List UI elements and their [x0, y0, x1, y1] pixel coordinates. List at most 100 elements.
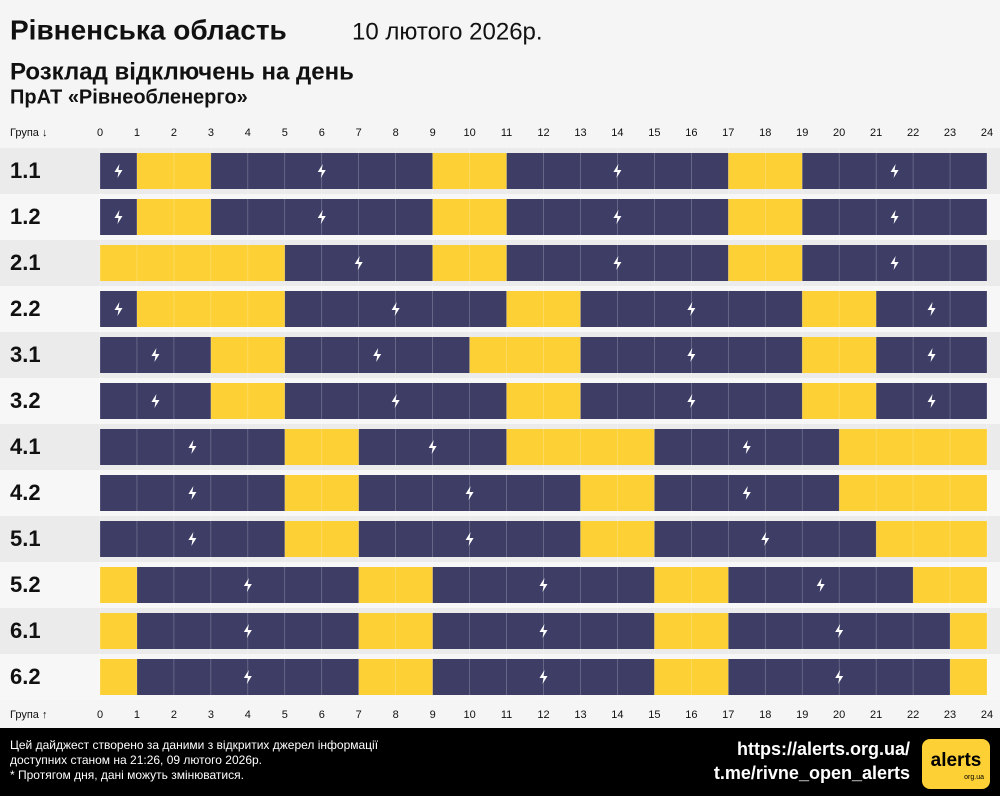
group-label: 2.1 — [10, 250, 41, 275]
axis-label: Група ↓ — [10, 127, 47, 139]
group-label: 5.1 — [10, 526, 41, 551]
x-tick-label: 22 — [907, 127, 919, 139]
x-tick-label: 21 — [870, 127, 882, 139]
x-tick-label: 23 — [944, 127, 956, 139]
x-tick-label: 9 — [430, 127, 436, 139]
on-bar — [100, 337, 987, 373]
off-icon — [114, 302, 123, 316]
x-tick-label: 1 — [134, 127, 140, 139]
x-tick-label: 13 — [574, 709, 586, 721]
off-icon — [613, 164, 622, 178]
off-icon — [188, 532, 197, 546]
group-label: 3.2 — [10, 388, 41, 413]
date: 10 лютого 2026р. — [352, 18, 543, 45]
x-tick-label: 7 — [356, 709, 362, 721]
group-label: 1.1 — [10, 158, 41, 183]
off-icon — [687, 348, 696, 362]
axis-label: Група ↑ — [10, 709, 47, 721]
x-tick-label: 21 — [870, 709, 882, 721]
x-tick-label: 9 — [430, 709, 436, 721]
on-bar — [100, 383, 987, 419]
off-icon — [391, 302, 400, 316]
x-tick-label: 4 — [245, 709, 251, 721]
subtitle: Розклад відключень на день — [10, 58, 354, 85]
off-icon — [742, 486, 751, 500]
logo-bg — [922, 739, 990, 789]
x-tick-label: 5 — [282, 127, 288, 139]
x-tick-label: 22 — [907, 709, 919, 721]
off-icon — [927, 394, 936, 408]
x-tick-label: 12 — [537, 709, 549, 721]
off-icon — [613, 210, 622, 224]
x-tick-label: 6 — [319, 709, 325, 721]
x-tick-label: 20 — [833, 127, 845, 139]
off-icon — [539, 578, 548, 592]
group-label: 6.2 — [10, 664, 41, 689]
x-tick-label: 14 — [611, 127, 623, 139]
off-icon — [539, 670, 548, 684]
off-icon — [317, 210, 326, 224]
x-tick-label: 11 — [501, 709, 512, 721]
x-tick-label: 17 — [722, 709, 734, 721]
footer-text: доступних станом на 21:26, 09 лютого 202… — [10, 753, 262, 767]
off-icon — [188, 440, 197, 454]
group-label: 2.2 — [10, 296, 41, 321]
link[interactable]: t.me/rivne_open_alerts — [714, 763, 910, 783]
off-icon — [465, 486, 474, 500]
off-icon — [816, 578, 825, 592]
off-icon — [835, 624, 844, 638]
x-tick-label: 10 — [463, 709, 475, 721]
off-icon — [114, 164, 123, 178]
footer-bg — [0, 728, 1000, 796]
x-tick-label: 3 — [208, 127, 214, 139]
off-icon — [317, 164, 326, 178]
off-icon — [687, 302, 696, 316]
off-icon — [243, 624, 252, 638]
group-label: 3.1 — [10, 342, 41, 367]
x-tick-label: 3 — [208, 709, 214, 721]
x-tick-label: 0 — [97, 709, 103, 721]
off-icon — [835, 670, 844, 684]
group-label: 1.2 — [10, 204, 41, 229]
off-icon — [428, 440, 437, 454]
off-icon — [188, 486, 197, 500]
group-label: 4.2 — [10, 480, 41, 505]
x-tick-label: 2 — [171, 709, 177, 721]
x-tick-label: 18 — [759, 127, 771, 139]
x-tick-label: 4 — [245, 127, 251, 139]
off-icon — [465, 532, 474, 546]
x-tick-label: 8 — [393, 709, 399, 721]
group-label: 4.1 — [10, 434, 41, 459]
x-tick-label: 11 — [501, 127, 512, 139]
off-icon — [354, 256, 363, 270]
group-label: 5.2 — [10, 572, 41, 597]
x-tick-label: 20 — [833, 709, 845, 721]
title: Рівненська область — [10, 14, 287, 45]
x-tick-label: 8 — [393, 127, 399, 139]
on-bar — [100, 291, 987, 327]
off-icon — [927, 348, 936, 362]
x-tick-label: 24 — [981, 709, 993, 721]
x-tick-label: 6 — [319, 127, 325, 139]
footer-text: Цей дайджест створено за даними з відкри… — [10, 738, 379, 752]
off-icon — [114, 210, 123, 224]
logo: alerts — [931, 750, 982, 771]
x-tick-label: 24 — [981, 127, 993, 139]
off-icon — [890, 164, 899, 178]
x-tick-label: 0 — [97, 127, 103, 139]
x-tick-label: 1 — [134, 709, 140, 721]
off-icon — [151, 348, 160, 362]
x-tick-label: 12 — [537, 127, 549, 139]
x-tick-label: 23 — [944, 709, 956, 721]
x-tick-label: 17 — [722, 127, 734, 139]
x-tick-label: 10 — [463, 127, 475, 139]
footer-text: * Протягом дня, дані можуть змінюватися. — [10, 768, 244, 782]
off-icon — [761, 532, 770, 546]
x-tick-label: 16 — [685, 709, 697, 721]
off-icon — [742, 440, 751, 454]
x-tick-label: 2 — [171, 127, 177, 139]
link[interactable]: https://alerts.org.ua/ — [737, 739, 910, 759]
x-tick-label: 15 — [648, 709, 660, 721]
off-icon — [687, 394, 696, 408]
